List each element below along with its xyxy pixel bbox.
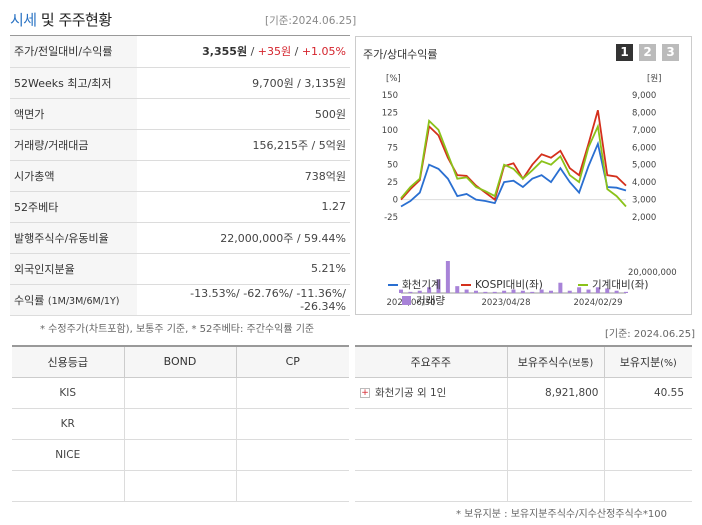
table-row: KIS xyxy=(12,377,349,409)
table-row: + 화천기공 외 1인 8,921,800 40.55 xyxy=(355,377,692,409)
y2-tick-label: 3,000 xyxy=(632,196,656,206)
right-axis-unit: [원] xyxy=(647,74,661,84)
legend-swatch xyxy=(402,296,411,305)
info-row-par: 액면가 500원 xyxy=(10,98,350,130)
volume-bar xyxy=(624,291,628,293)
info-row-beta: 52주베타 1.27 xyxy=(10,191,350,223)
volume-bar xyxy=(586,289,591,293)
volume-bar xyxy=(605,288,610,293)
section-title: 시세 및 주주현황 xyxy=(10,11,112,29)
y-tick-label: 0 xyxy=(393,196,398,206)
table-row: NICE xyxy=(12,439,349,471)
y-tick-label: 25 xyxy=(387,178,398,188)
info-row-price: 주가/전일대비/수익률 3,355원 / +35원 / +1.05% xyxy=(10,36,350,68)
info-row-foreign: 외국인지분율 5.21% xyxy=(10,253,350,285)
legend-item-stock: 화천기계 xyxy=(388,277,441,292)
volume-bar xyxy=(520,290,525,293)
y2-tick-label: 7,000 xyxy=(632,126,656,136)
footnote-holding: * 보유지분 : 보유지분주식수/지수산정주식수*100 xyxy=(456,509,667,520)
y2-tick-label: 6,000 xyxy=(632,143,656,153)
table-row xyxy=(355,439,692,471)
volume-bar xyxy=(567,290,572,293)
y-tick-label: 75 xyxy=(387,143,398,153)
volume-bar xyxy=(483,291,488,293)
volume-bar xyxy=(417,290,422,293)
reference-date: [기준:2024.06.25] xyxy=(265,15,357,27)
info-row-volume: 거래량/거래대금 156,215주 / 5억원 xyxy=(10,129,350,161)
y2-tick-label: 5,000 xyxy=(632,161,656,171)
volume-bar xyxy=(549,290,553,293)
volume-bar xyxy=(539,289,544,293)
chart-period-buttons: 1 2 3 xyxy=(616,44,679,61)
chart-button-1[interactable]: 1 xyxy=(616,44,633,61)
series-line xyxy=(400,118,627,208)
volume-bar xyxy=(408,291,413,293)
x-tick-label: 2022/06/30 xyxy=(387,298,436,308)
info-row-market-cap: 시가총액 738억원 xyxy=(10,160,350,192)
legend-swatch xyxy=(461,283,471,286)
volume-bar xyxy=(492,291,497,293)
volume-bar xyxy=(558,282,563,293)
footnote-basis: * 수정주가(차트포함), 보통주 기준, * 52주베타: 주간수익률 기준 xyxy=(40,324,315,335)
table-row xyxy=(12,470,349,502)
volume-bar xyxy=(595,287,600,293)
volume-bar xyxy=(427,287,432,293)
volume-bar xyxy=(445,261,450,293)
volume-bar xyxy=(577,287,582,293)
volume-bar xyxy=(614,290,619,293)
chart-panel: 주가/상대수익률 1 2 3 [%] [원] -25 0 25 50 75 100 125 150… xyxy=(355,36,692,315)
table-row: KR xyxy=(12,408,349,440)
y2-tick-label: 8,000 xyxy=(632,108,656,118)
major-holders-table: 주요주주 보유주식수(보통) 보유지분(%) + 화천기공 외 1인 8,921,… xyxy=(355,345,692,502)
legend-swatch xyxy=(578,283,588,286)
volume-bar xyxy=(530,291,535,293)
table-row xyxy=(355,470,692,502)
volume-bar xyxy=(474,290,478,293)
volume-bar xyxy=(436,279,441,293)
divider xyxy=(10,35,350,36)
left-axis-unit: [%] xyxy=(386,74,401,84)
series-line xyxy=(400,110,627,202)
info-row-52weeks: 52Weeks 최고/최저 9,700원 / 3,135원 xyxy=(10,67,350,99)
expand-icon[interactable]: + xyxy=(360,388,370,398)
chart-button-3[interactable]: 3 xyxy=(662,44,679,61)
info-row-returns: 수익률 (1M/3M/6M/1Y) -13.53%/ -62.76%/ -11.… xyxy=(10,284,350,316)
credit-rating-table: 신용등급 BOND CP KIS KR NICE xyxy=(12,345,349,502)
y-tick-label: 125 xyxy=(382,108,398,118)
info-row-shares: 발행주식수/유동비율 22,000,000주 / 59.44% xyxy=(10,222,350,254)
series-line xyxy=(400,140,627,208)
y2-tick-label: 9,000 xyxy=(632,91,656,101)
legend-item-machine: 기계대비(좌) xyxy=(578,277,649,292)
volume-bar xyxy=(464,289,469,293)
y-tick-label: 150 xyxy=(382,91,398,101)
x-tick-label: 2024/02/29 xyxy=(574,298,623,308)
volume-bar xyxy=(399,289,403,293)
volume-tick-label: 20,000,000 xyxy=(628,268,677,278)
y2-tick-label: 4,000 xyxy=(632,178,656,188)
legend-swatch xyxy=(388,283,398,286)
chart-title: 주가/상대수익률 xyxy=(363,48,438,61)
y-tick-label: -25 xyxy=(384,213,398,223)
price-info-table: 주가/전일대비/수익률 3,355원 / +35원 / +1.05% 52Wee… xyxy=(10,36,350,316)
price-chart: [%] [원] -25 0 25 50 75 100 125 150 2,000 3,000 4,000… xyxy=(382,74,677,308)
volume-bar xyxy=(511,289,516,293)
footnote-date: [기준: 2024.06.25] xyxy=(605,329,696,340)
table-row xyxy=(355,408,692,440)
y-tick-label: 50 xyxy=(387,161,398,171)
y-tick-label: 100 xyxy=(382,126,398,136)
legend-item-volume: 거래량 xyxy=(402,293,445,308)
x-tick-label: 2023/04/28 xyxy=(482,298,531,308)
volume-bar xyxy=(502,290,507,293)
chart-button-2[interactable]: 2 xyxy=(639,44,656,61)
volume-bar xyxy=(455,286,460,293)
legend-item-kospi: KOSPI대비(좌) xyxy=(461,277,543,292)
y2-tick-label: 2,000 xyxy=(632,213,656,223)
